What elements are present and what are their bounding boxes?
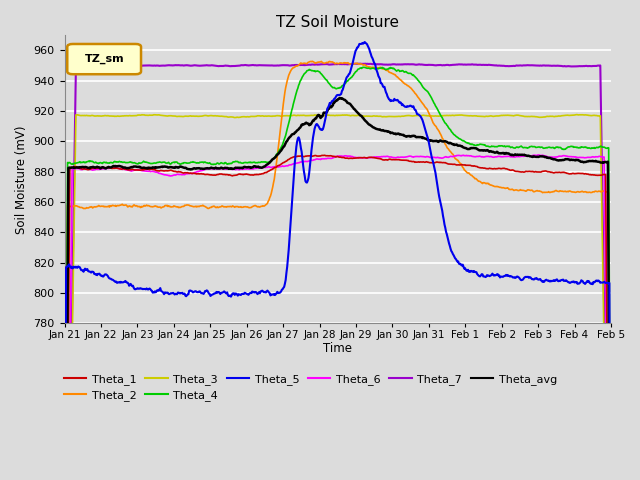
- Theta_2: [211, 204, 219, 210]
- Theta_3: [573, 112, 580, 118]
- Theta_2: [127, 204, 134, 210]
- Theta_avg: [127, 165, 134, 170]
- Text: TZ_sm: TZ_sm: [84, 54, 124, 64]
- Theta_7: [356, 61, 364, 67]
- Theta_3: [127, 113, 134, 119]
- Line: Theta_2: Theta_2: [65, 61, 611, 480]
- Theta_5: [70, 264, 78, 270]
- Theta_2: [405, 84, 413, 89]
- Line: Theta_avg: Theta_avg: [65, 98, 611, 480]
- Theta_2: [308, 59, 316, 64]
- Theta_3: [420, 112, 428, 118]
- X-axis label: Time: Time: [323, 342, 352, 355]
- Theta_4: [127, 159, 134, 165]
- FancyBboxPatch shape: [67, 44, 141, 74]
- Theta_4: [70, 160, 78, 166]
- Theta_3: [211, 113, 219, 119]
- Theta_1: [321, 152, 328, 158]
- Theta_5: [211, 290, 219, 296]
- Theta_1: [70, 164, 78, 170]
- Theta_1: [127, 167, 134, 173]
- Theta_3: [182, 113, 190, 119]
- Theta_1: [405, 158, 413, 164]
- Theta_4: [421, 86, 429, 92]
- Line: Theta_3: Theta_3: [65, 115, 611, 480]
- Theta_6: [127, 168, 134, 174]
- Theta_1: [182, 170, 190, 176]
- Theta_1: [421, 159, 429, 165]
- Theta_4: [359, 64, 367, 70]
- Theta_3: [404, 113, 412, 119]
- Theta_6: [535, 152, 543, 158]
- Line: Theta_1: Theta_1: [65, 155, 611, 480]
- Theta_7: [127, 63, 134, 69]
- Theta_avg: [182, 165, 190, 171]
- Theta_7: [421, 62, 429, 68]
- Theta_5: [405, 104, 413, 109]
- Theta_5: [127, 281, 134, 287]
- Line: Theta_4: Theta_4: [65, 67, 611, 480]
- Line: Theta_5: Theta_5: [65, 42, 611, 480]
- Theta_2: [182, 202, 190, 208]
- Theta_4: [405, 71, 413, 76]
- Theta_6: [404, 154, 412, 159]
- Y-axis label: Soil Moisture (mV): Soil Moisture (mV): [15, 125, 28, 234]
- Theta_1: [211, 172, 219, 178]
- Theta_avg: [421, 135, 429, 141]
- Line: Theta_6: Theta_6: [65, 155, 611, 480]
- Theta_7: [182, 62, 190, 68]
- Title: TZ Soil Moisture: TZ Soil Moisture: [276, 15, 399, 30]
- Theta_avg: [211, 165, 219, 171]
- Theta_4: [182, 160, 190, 166]
- Theta_5: [421, 125, 429, 131]
- Theta_5: [361, 39, 369, 45]
- Line: Theta_7: Theta_7: [65, 64, 611, 480]
- Theta_2: [70, 203, 78, 209]
- Theta_avg: [70, 165, 78, 171]
- Theta_7: [70, 159, 78, 165]
- Theta_3: [70, 205, 78, 211]
- Legend: Theta_1, Theta_2, Theta_3, Theta_4, Theta_5, Theta_6, Theta_7, Theta_avg: Theta_1, Theta_2, Theta_3, Theta_4, Thet…: [60, 369, 561, 406]
- Theta_7: [211, 63, 219, 69]
- Theta_avg: [336, 95, 344, 101]
- Theta_avg: [405, 133, 413, 139]
- Theta_5: [182, 293, 190, 299]
- Theta_6: [182, 171, 190, 177]
- Theta_7: [405, 61, 413, 67]
- Theta_6: [211, 166, 219, 172]
- Theta_4: [211, 161, 219, 167]
- Theta_6: [420, 154, 428, 159]
- Theta_6: [70, 166, 78, 172]
- Theta_2: [421, 104, 429, 109]
